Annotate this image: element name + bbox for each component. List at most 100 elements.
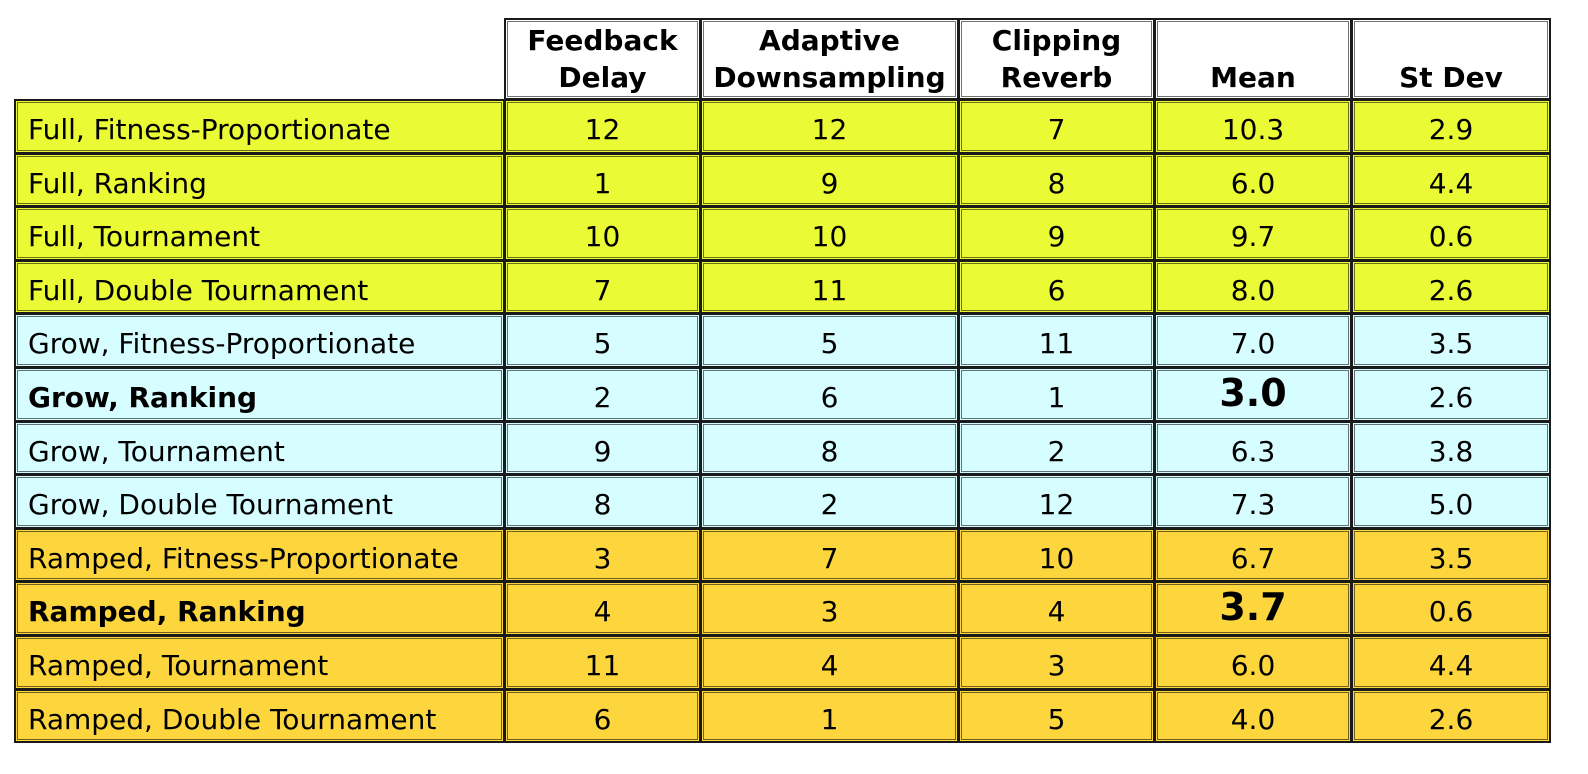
data-cell-text: 9 [820, 166, 839, 200]
data-cell: 9.7 [1154, 206, 1352, 261]
data-cell: 9 [700, 153, 959, 207]
column-header-3: Clipping Reverb [958, 18, 1155, 100]
data-cell: 5 [958, 689, 1155, 743]
data-cell: 8 [700, 421, 959, 475]
data-cell: 7 [700, 528, 959, 582]
data-cell: 8.0 [1154, 260, 1352, 314]
data-cell-text: 3.5 [1428, 327, 1474, 360]
data-cell-text: 3 [593, 541, 612, 575]
data-cell-text: 7 [820, 541, 839, 575]
data-cell: 5 [504, 313, 701, 368]
data-cell-text: 3.7 [1219, 584, 1287, 629]
row-label: Grow, Fitness-Proportionate [14, 313, 505, 368]
row-label-text: Ramped, Double Tournament [28, 702, 437, 736]
column-header-5: St Dev [1351, 18, 1551, 100]
column-header-5-text: St Dev [1399, 61, 1503, 94]
data-cell-text: 1 [820, 702, 839, 736]
data-cell: 6.0 [1154, 635, 1352, 690]
data-cell-text: 12 [811, 113, 848, 146]
data-cell: 6.3 [1154, 421, 1352, 475]
data-cell: 3.0 [1154, 367, 1352, 422]
data-cell: 4 [504, 581, 701, 636]
row-label: Grow, Ranking [14, 367, 505, 422]
data-cell-text: 2 [820, 488, 839, 521]
data-cell: 9 [504, 421, 701, 475]
data-cell: 3.7 [1154, 581, 1352, 636]
data-cell-text: 2 [1047, 434, 1066, 468]
row-label-text: Full, Ranking [28, 166, 207, 200]
data-cell: 0.6 [1351, 206, 1551, 261]
data-cell: 7.0 [1154, 313, 1352, 368]
data-cell-text: 2.6 [1428, 702, 1474, 736]
data-cell-text: 4.4 [1428, 649, 1474, 682]
data-cell-text: 3.0 [1219, 370, 1287, 415]
data-cell-text: 4.0 [1230, 702, 1276, 736]
data-cell-text: 5.0 [1428, 488, 1474, 521]
data-cell-text: 7 [593, 273, 612, 307]
data-cell-text: 3 [1047, 649, 1066, 682]
row-label-text: Grow, Double Tournament [28, 488, 393, 521]
row-label: Full, Double Tournament [14, 260, 505, 314]
row-label: Grow, Double Tournament [14, 474, 505, 529]
row-label-text: Grow, Fitness-Proportionate [28, 327, 416, 360]
column-header-4-text: Mean [1210, 61, 1296, 94]
data-cell-text: 5 [1047, 702, 1066, 736]
data-cell: 7.3 [1154, 474, 1352, 529]
row-label: Ramped, Ranking [14, 581, 505, 636]
data-cell: 10.3 [1154, 99, 1352, 154]
data-cell-text: 4.4 [1428, 166, 1474, 200]
data-cell-text: 4 [593, 595, 612, 628]
data-cell-text: 6.7 [1230, 541, 1276, 575]
data-cell-text: 3 [820, 595, 839, 628]
data-cell: 10 [504, 206, 701, 261]
data-cell: 9 [958, 206, 1155, 261]
row-label: Full, Fitness-Proportionate [14, 99, 505, 154]
data-cell: 5 [700, 313, 959, 368]
row-label-text: Full, Double Tournament [28, 273, 369, 307]
data-cell-text: 2 [593, 381, 612, 414]
data-cell: 0.6 [1351, 581, 1551, 636]
data-cell-text: 1 [1047, 381, 1066, 414]
row-label-text: Full, Fitness-Proportionate [28, 113, 391, 146]
data-cell: 1 [700, 689, 959, 743]
data-cell-text: 9 [593, 434, 612, 468]
data-cell: 3 [504, 528, 701, 582]
data-cell: 8 [504, 474, 701, 529]
data-cell: 6.7 [1154, 528, 1352, 582]
data-cell: 11 [958, 313, 1155, 368]
data-cell: 4.4 [1351, 635, 1551, 690]
data-cell: 7 [504, 260, 701, 314]
row-label: Ramped, Tournament [14, 635, 505, 690]
data-cell-text: 8 [1047, 166, 1066, 200]
column-header-1-text: Feedback Delay [527, 24, 678, 94]
data-cell: 8 [958, 153, 1155, 207]
data-cell: 7 [958, 99, 1155, 154]
data-cell: 2.6 [1351, 689, 1551, 743]
data-cell-text: 6.0 [1230, 166, 1276, 200]
data-cell-text: 11 [1038, 327, 1075, 360]
data-cell: 11 [700, 260, 959, 314]
data-cell: 11 [504, 635, 701, 690]
column-header-4: Mean [1154, 18, 1352, 100]
data-cell-text: 11 [584, 649, 621, 682]
data-cell-text: 10 [584, 220, 621, 253]
row-label: Ramped, Fitness-Proportionate [14, 528, 505, 582]
data-cell-text: 8 [820, 434, 839, 468]
data-cell-text: 5 [593, 327, 612, 360]
row-label: Grow, Tournament [14, 421, 505, 475]
data-cell-text: 0.6 [1428, 220, 1474, 253]
data-cell-text: 10 [1038, 541, 1075, 575]
data-cell: 5.0 [1351, 474, 1551, 529]
data-cell: 10 [700, 206, 959, 261]
data-cell-text: 7.3 [1230, 488, 1276, 521]
data-cell: 1 [504, 153, 701, 207]
data-cell: 2 [504, 367, 701, 422]
data-cell-text: 4 [1047, 595, 1066, 628]
data-cell: 3.5 [1351, 528, 1551, 582]
row-label: Full, Tournament [14, 206, 505, 261]
row-label-text: Ramped, Ranking [28, 595, 306, 628]
data-cell-text: 3.8 [1428, 434, 1474, 468]
column-header-3-text: Clipping Reverb [991, 24, 1122, 94]
data-cell: 3.8 [1351, 421, 1551, 475]
data-cell-text: 9 [1047, 220, 1066, 253]
